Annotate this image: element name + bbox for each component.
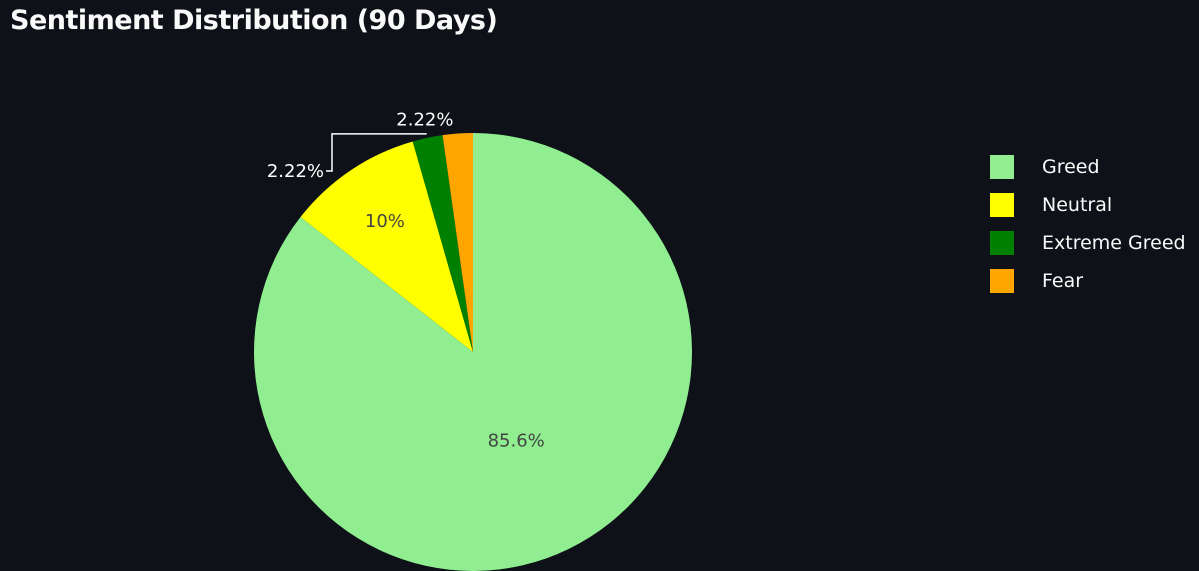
slice-label-greed: 85.6% (488, 431, 545, 452)
legend-item-neutral[interactable]: Neutral (990, 186, 1186, 224)
legend-swatch (990, 269, 1014, 293)
pie-slice-neutral[interactable] (300, 141, 473, 352)
legend: Greed Neutral Extreme Greed Fear (990, 148, 1186, 300)
legend-item-extreme-greed[interactable]: Extreme Greed (990, 224, 1186, 262)
slice-leader-extreme-greed (326, 133, 427, 172)
legend-item-greed[interactable]: Greed (990, 148, 1186, 186)
legend-swatch (990, 155, 1014, 179)
legend-label: Neutral (1042, 194, 1113, 216)
pie-slice-extreme-greed[interactable] (412, 135, 473, 352)
legend-swatch (990, 231, 1014, 255)
pie-slice-fear[interactable] (442, 133, 473, 352)
legend-swatch (990, 193, 1014, 217)
legend-label: Extreme Greed (1042, 232, 1186, 254)
pie-slice-labels: 85.6% 10% 2.22% 2.22% (267, 110, 545, 452)
slice-label-extreme-greed: 2.22% (267, 161, 324, 182)
legend-label: Greed (1042, 156, 1100, 178)
chart-title: Sentiment Distribution (90 Days) (10, 5, 498, 36)
slice-label-neutral: 10% (365, 211, 405, 232)
legend-label: Fear (1042, 270, 1084, 292)
slice-label-fear: 2.22% (396, 110, 453, 131)
pie-slices (253, 133, 693, 571)
legend-item-fear[interactable]: Fear (990, 262, 1186, 300)
